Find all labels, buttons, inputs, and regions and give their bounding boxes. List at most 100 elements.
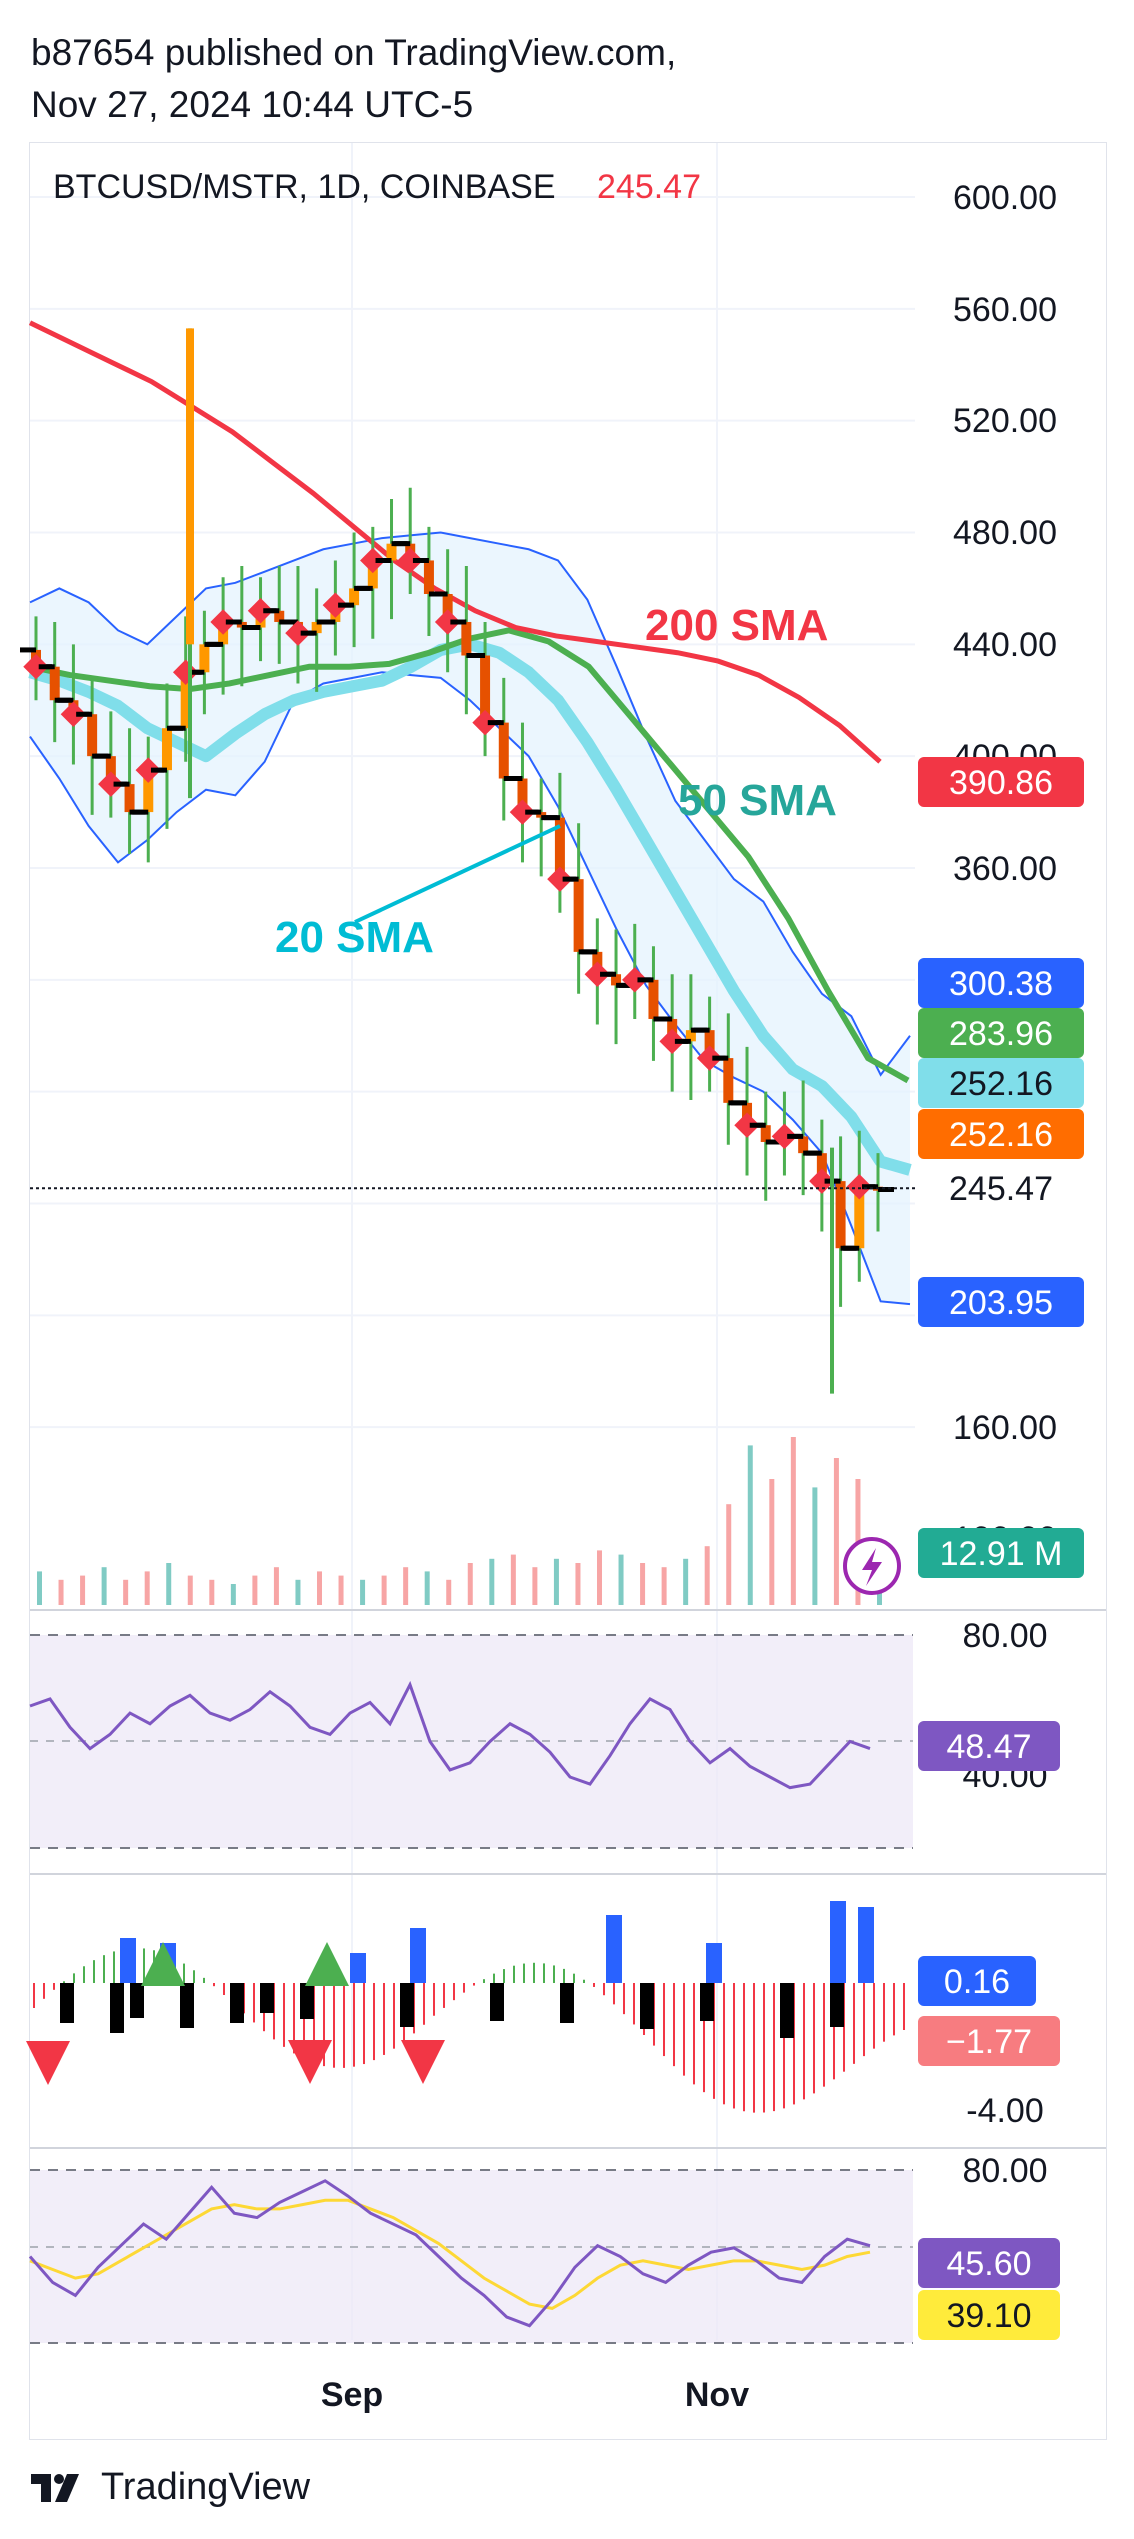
signal-diamond	[360, 547, 386, 574]
histogram-tick: -4.00	[966, 2092, 1044, 2130]
price-badge	[918, 1008, 1084, 1058]
stoch-k-badge	[918, 2238, 1060, 2288]
annotation-20sma: 20 SMA	[275, 913, 434, 962]
stoch-d-badge	[918, 2290, 1060, 2340]
signal-diamond	[172, 659, 199, 686]
annotation-50sma: 50 SMA	[678, 776, 837, 825]
volume-bar	[230, 1584, 236, 1605]
volume-bar	[123, 1579, 129, 1605]
signal-diamond	[285, 620, 311, 646]
candle-body	[143, 770, 154, 813]
x-axis-tick: Sep	[321, 2376, 383, 2414]
candle-body	[517, 778, 528, 813]
signal-diamond	[622, 967, 648, 993]
momentum-black-bar	[700, 1983, 714, 2021]
volume-bar	[166, 1563, 172, 1605]
volume-bar	[187, 1575, 193, 1605]
volume-bars	[37, 1437, 882, 1605]
price-axis-tick: 160.00	[953, 1409, 1057, 1447]
histogram-value1: 0.16	[944, 1963, 1010, 2001]
volume-bar	[403, 1567, 409, 1605]
momentum-blue-bar	[706, 1943, 722, 1983]
bollinger-upper-line	[29, 531, 911, 1077]
annotation-20sma-pointer	[354, 824, 561, 924]
momentum-histogram	[33, 1901, 905, 2113]
volume-bar	[80, 1575, 86, 1605]
candle-body	[105, 756, 116, 785]
price-badge-label: 12.91 M	[940, 1535, 1063, 1573]
volume-bar	[424, 1571, 430, 1605]
price-badge	[918, 958, 1084, 1008]
volume-bar	[467, 1563, 473, 1605]
volume-bar	[618, 1554, 624, 1605]
price-axis-tick: 360.00	[953, 850, 1057, 888]
volume-bar	[37, 1571, 42, 1605]
histogram-value1-badge	[918, 1956, 1036, 2006]
publish-date: Nov 27, 2024 10:44 UTC-5	[31, 84, 474, 125]
price-badge-label: 203.95	[949, 1284, 1053, 1322]
momentum-black-bar	[110, 1983, 124, 2033]
momentum-black-bar	[230, 1983, 244, 2023]
price-axis-tick: 600.00	[953, 179, 1057, 217]
volume-bar	[252, 1575, 258, 1605]
signal-diamond	[135, 757, 161, 783]
volume-bar	[833, 1458, 839, 1605]
tradingview-logo-icon	[31, 2473, 79, 2502]
signal-diamond	[584, 961, 611, 987]
stoch-k-line	[28, 2179, 871, 2328]
tradingview-brand[interactable]: TradingView	[29, 2466, 310, 2509]
signal-diamond	[322, 592, 349, 618]
spike-body	[186, 328, 194, 645]
momentum-black-bar	[560, 1983, 574, 2023]
candle-body	[87, 714, 98, 757]
candle-body	[611, 974, 622, 986]
volume-bar	[747, 1445, 753, 1605]
volume-bar	[575, 1563, 581, 1605]
volume-bar	[144, 1571, 150, 1605]
candle-body	[554, 817, 565, 880]
chart-frame	[29, 142, 1107, 2440]
candle-body	[536, 812, 547, 818]
rsi-value: 48.47	[946, 1728, 1031, 1766]
momentum-black-bar	[300, 1983, 314, 2019]
volume-bar	[338, 1575, 344, 1605]
volume-bar	[769, 1479, 775, 1605]
price-badge	[918, 757, 1084, 807]
volume-bar	[683, 1558, 689, 1605]
candle-body	[498, 722, 509, 779]
volume-bar	[273, 1567, 279, 1605]
lightning-icon-glyph	[862, 1548, 882, 1586]
rsi-tick: 80.00	[962, 1617, 1047, 1655]
symbol-label: BTCUSD/MSTR, 1D, COINBASE	[53, 168, 556, 206]
candle-body	[161, 728, 172, 771]
candle-body	[685, 1030, 696, 1042]
rsi-line	[29, 1680, 871, 1790]
momentum-black-bar	[490, 1983, 504, 2021]
momentum-black-bar	[260, 1983, 274, 2013]
price-badge-label: 245.47	[949, 1170, 1053, 1208]
momentum-blue-bar	[858, 1907, 874, 1983]
candle-body	[816, 1153, 827, 1182]
volume-bar	[510, 1554, 516, 1605]
candle-body	[199, 644, 210, 673]
sell-triangle-icon	[26, 2041, 70, 2085]
histogram-value2: −1.77	[946, 2023, 1032, 2061]
candle-body	[480, 655, 491, 723]
signal-diamond	[60, 701, 87, 727]
price-axis-tick: 560.00	[953, 291, 1057, 329]
histogram-value2-badge	[918, 2016, 1060, 2066]
volume-bar	[661, 1567, 667, 1605]
last-price-header: 245.47	[597, 168, 701, 206]
volume-bar	[726, 1504, 732, 1605]
price-badge	[918, 1277, 1084, 1327]
candle-body	[704, 1030, 715, 1059]
candle-body	[648, 979, 659, 1019]
volume-bar	[704, 1546, 710, 1605]
stoch-k-value: 45.60	[946, 2245, 1031, 2283]
price-badge	[918, 1058, 1084, 1108]
momentum-blue-bar	[350, 1953, 366, 1983]
volume-bar	[446, 1579, 452, 1605]
momentum-black-bar	[830, 1983, 844, 2027]
